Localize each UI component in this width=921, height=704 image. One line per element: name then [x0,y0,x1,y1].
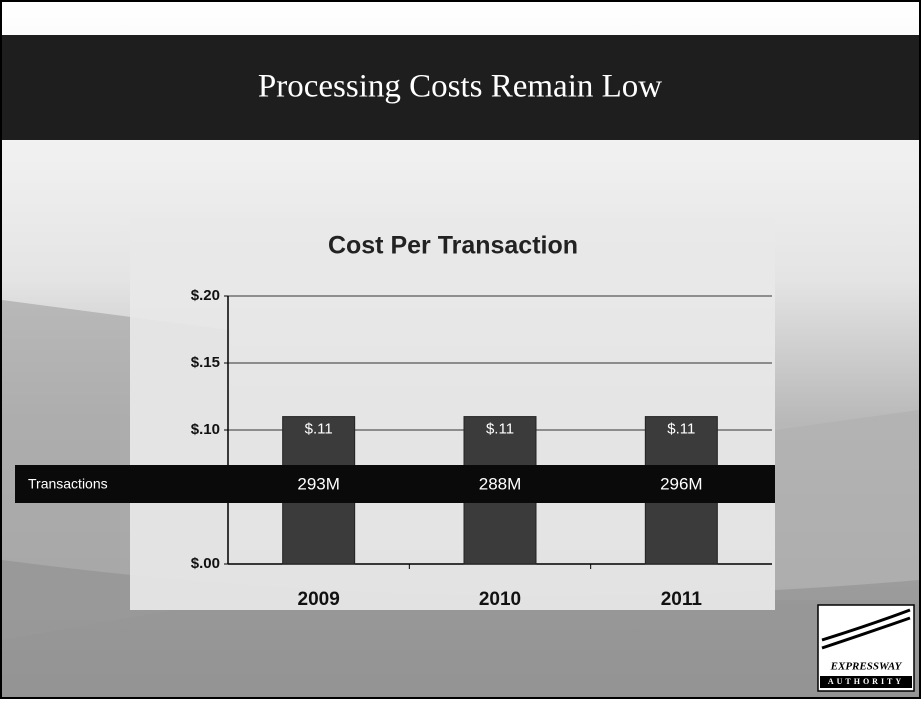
x-tick-label: 2011 [661,589,703,610]
x-tick-label: 2009 [298,589,340,610]
bar-value-label: $.11 [305,421,333,438]
bar-value-label: $.11 [667,421,695,438]
logo-text: AUTHORITY [828,677,904,686]
y-tick-label: $.15 [191,354,220,371]
bar-value-label: $.11 [486,421,514,438]
band-label: Transactions [28,476,108,492]
slide-title: Processing Costs Remain Low [258,69,662,105]
transactions-band: Transactions 293M 288M 296M [15,465,775,503]
logo-strip [820,676,912,688]
y-tick-label: $.20 [191,287,220,304]
band-value: 293M [297,474,340,493]
band-value: 288M [479,474,522,493]
x-tick-label: 2010 [479,589,521,610]
logo: EXPRESSWAY AUTHORITY [817,604,915,692]
chart-title: Cost Per Transaction [328,232,578,260]
logo-swoosh [821,608,911,650]
band-bar [15,465,775,503]
y-tick-label: $.00 [191,555,220,572]
landscape-right [775,410,919,600]
y-tick-label: $.10 [191,421,220,438]
header-band [2,35,919,140]
band-value: 296M [660,474,703,493]
logo-text: EXPRESSWAY [830,661,903,673]
